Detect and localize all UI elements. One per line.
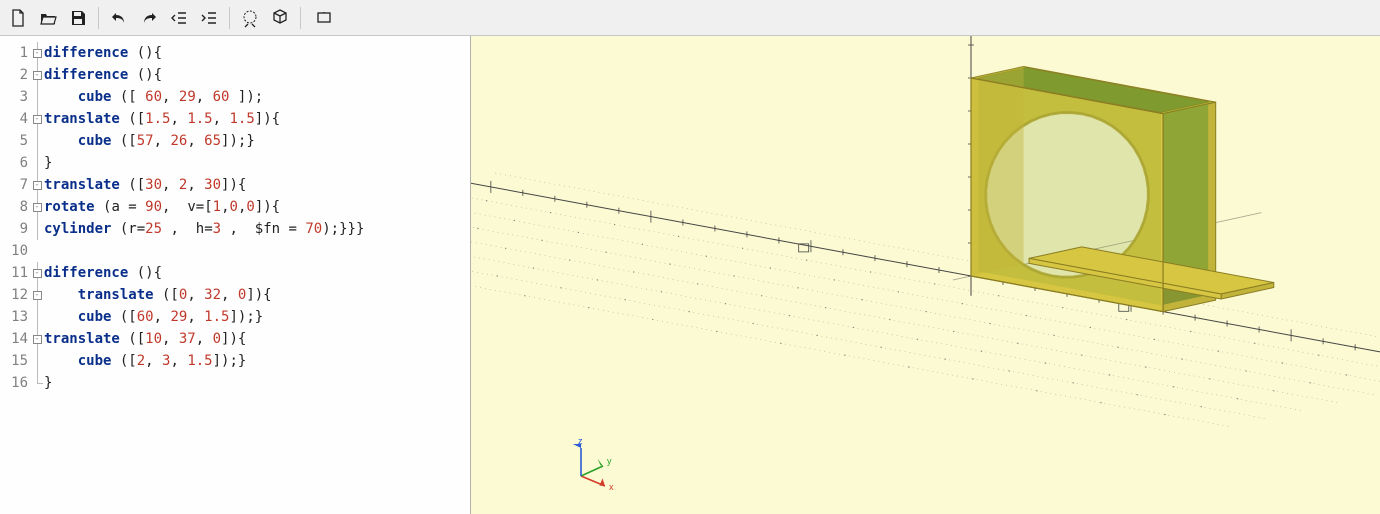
viewport-canvas[interactable]: x y z [471,36,1380,514]
undo-icon[interactable] [105,4,133,32]
indent-icon[interactable] [195,4,223,32]
new-icon[interactable] [4,4,32,32]
save-icon[interactable] [64,4,92,32]
svg-text:y: y [607,456,612,466]
toolbar-separator [229,7,230,29]
3d-viewport[interactable]: x y z [471,36,1380,514]
export-stl-icon[interactable] [307,4,341,32]
toolbar-separator [98,7,99,29]
main-split: 12345678910111213141516 -------- differe… [0,36,1380,514]
unindent-icon[interactable] [165,4,193,32]
line-number-gutter: 12345678910111213141516 [0,36,30,514]
render-icon[interactable] [266,4,294,32]
svg-text:x: x [609,482,614,492]
code-editor[interactable]: 12345678910111213141516 -------- differe… [0,36,471,514]
preview-icon[interactable] [236,4,264,32]
toolbar [0,0,1380,36]
code-content[interactable]: difference (){difference (){ cube ([ 60,… [44,36,470,514]
svg-text:z: z [578,436,583,446]
redo-icon[interactable] [135,4,163,32]
open-icon[interactable] [34,4,62,32]
fold-gutter: -------- [30,36,44,514]
toolbar-separator [300,7,301,29]
